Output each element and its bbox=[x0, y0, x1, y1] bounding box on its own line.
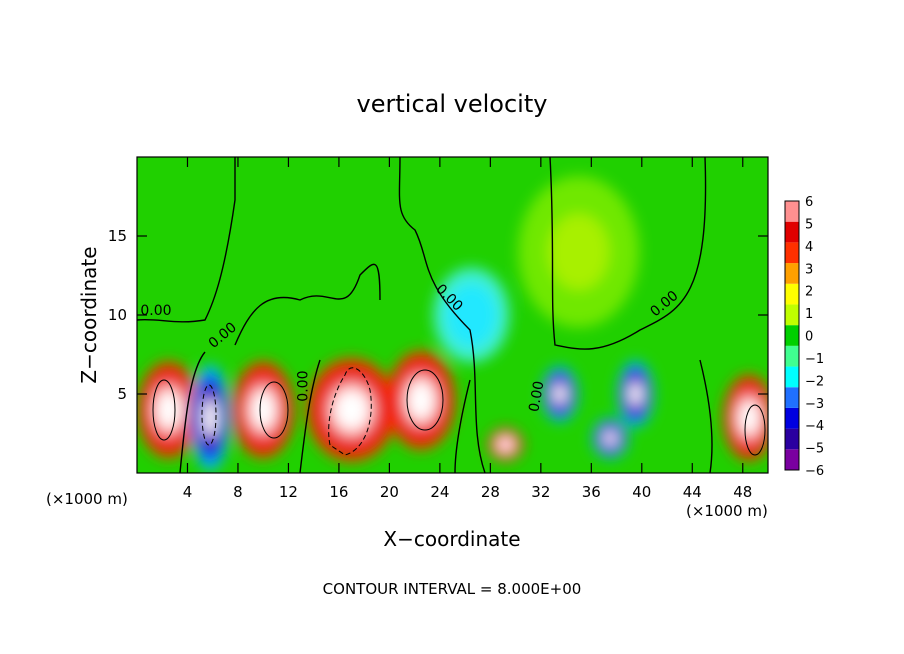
contour-zero-gap-mid bbox=[299, 359, 321, 473]
colorbar-tick-label-5: 1 bbox=[805, 307, 813, 322]
contour-negative-1 bbox=[201, 384, 217, 446]
x-tick-label-11: 48 bbox=[733, 483, 752, 501]
contour-zero-center bbox=[398, 157, 486, 473]
x-tick-label-8: 36 bbox=[582, 483, 601, 501]
y-tick-label-2: 15 bbox=[108, 227, 127, 245]
colorbar: 6 5 4 3 2 1 0 −1 −2 −3 −4 −5 −6 bbox=[784, 195, 824, 479]
colorbar-swatch-1 bbox=[785, 428, 799, 450]
colorbar-tick-label-3: 3 bbox=[805, 262, 813, 277]
x-tick-label-7: 32 bbox=[531, 483, 550, 501]
colorbar-swatch-6 bbox=[785, 325, 799, 346]
x-tick-label-1: 8 bbox=[233, 483, 243, 501]
x-tick-label-0: 4 bbox=[183, 483, 193, 501]
colorbar-swatch-4 bbox=[785, 366, 799, 388]
contour-zero-left bbox=[137, 157, 236, 323]
plot-area: 0.000.000.000.000.000.00 bbox=[136, 156, 769, 474]
colorbar-tick-label-1: 5 bbox=[805, 217, 813, 232]
contour-lines bbox=[137, 157, 766, 473]
y-tick-label-1: 10 bbox=[108, 306, 127, 324]
contour-zero-mid bbox=[234, 263, 381, 346]
y-tick-label-0: 5 bbox=[117, 385, 127, 403]
colorbar-swatch-2 bbox=[785, 407, 799, 429]
contour-label-0: 0.00 bbox=[140, 303, 171, 319]
colorbar-frame bbox=[784, 200, 800, 471]
x-tick-label-5: 24 bbox=[430, 483, 449, 501]
contour-label-2: 0.00 bbox=[295, 371, 311, 402]
field-feature-2-layer-3 bbox=[250, 390, 276, 430]
field-feature-4-layer-3 bbox=[407, 380, 435, 421]
colorbar-tick-label-10: −4 bbox=[805, 419, 824, 434]
x-tick-label-10: 44 bbox=[683, 483, 702, 501]
contour-positive-4 bbox=[406, 369, 444, 431]
colorbar-tick-label-2: 4 bbox=[805, 240, 813, 255]
x-tick-label-9: 40 bbox=[632, 483, 651, 501]
colorbar-swatch-10 bbox=[785, 242, 799, 264]
chart-title: vertical velocity bbox=[357, 90, 548, 118]
contour-zero-lower-right bbox=[699, 359, 713, 473]
contour-positive-3 bbox=[328, 367, 372, 456]
field-feature-3-layer-3 bbox=[333, 388, 370, 431]
x-tick-label-4: 20 bbox=[380, 483, 399, 501]
colorbar-tick-label-7: −1 bbox=[805, 352, 824, 367]
x-axis: 4 8 12 16 20 24 28 32 36 40 44 48 bbox=[183, 157, 752, 501]
field-feature-7-layer-4 bbox=[603, 431, 617, 446]
field-feature-5-layer-3 bbox=[498, 438, 513, 452]
field-feature-0-layer-3 bbox=[156, 390, 182, 430]
colorbar-tick-label-4: 2 bbox=[805, 285, 813, 300]
field-feature-10-layer-1 bbox=[446, 283, 497, 347]
colorbar-swatch-0 bbox=[785, 449, 799, 470]
contour-label-4: 0.00 bbox=[526, 380, 547, 413]
colorbar-tick-label-6: 0 bbox=[805, 330, 813, 345]
field-feature-6-layer-4 bbox=[553, 384, 567, 404]
colorbar-swatch-12 bbox=[785, 201, 799, 222]
x-unit-right: (×1000 m) bbox=[686, 502, 768, 520]
contour-zero-gap-left bbox=[179, 351, 206, 473]
x-unit-left: (×1000 m) bbox=[46, 490, 128, 508]
x-tick-label-2: 12 bbox=[279, 483, 298, 501]
field-feature-8-layer-4 bbox=[629, 382, 642, 406]
colorbar-swatch-11 bbox=[785, 221, 799, 243]
contour-zero-gap-right bbox=[454, 379, 471, 473]
colorbar-tick-label-8: −2 bbox=[805, 374, 824, 389]
x-axis-label: X−coordinate bbox=[383, 527, 520, 551]
field-feature-11-layer-1 bbox=[548, 213, 609, 290]
contour-positive-1 bbox=[152, 379, 176, 441]
contour-interval-footer: CONTOUR INTERVAL = 8.000E+00 bbox=[323, 580, 582, 598]
field-feature-1-layer-4 bbox=[203, 398, 218, 437]
colorbar-tick-label-11: −5 bbox=[805, 442, 824, 457]
colorbar-tick-label-9: −3 bbox=[805, 397, 824, 412]
y-axis-label: Z−coordinate bbox=[77, 246, 101, 383]
colorbar-tick-label-0: 6 bbox=[805, 195, 813, 210]
colorbar-swatch-8 bbox=[785, 283, 799, 305]
y-axis: 5 10 15 bbox=[108, 227, 768, 403]
colorbar-swatch-9 bbox=[785, 263, 799, 284]
contour-zero-right bbox=[549, 157, 707, 350]
x-tick-label-3: 16 bbox=[329, 483, 348, 501]
contour-positive-5 bbox=[744, 404, 766, 456]
colorbar-swatch-7 bbox=[785, 304, 799, 326]
colorbar-swatch-3 bbox=[785, 387, 799, 408]
x-tick-label-6: 28 bbox=[481, 483, 500, 501]
colorbar-tick-label-12: −6 bbox=[805, 464, 824, 479]
field-feature-9-layer-3 bbox=[738, 400, 760, 436]
colorbar-swatch-5 bbox=[785, 345, 799, 367]
contour-positive-2 bbox=[259, 381, 289, 439]
